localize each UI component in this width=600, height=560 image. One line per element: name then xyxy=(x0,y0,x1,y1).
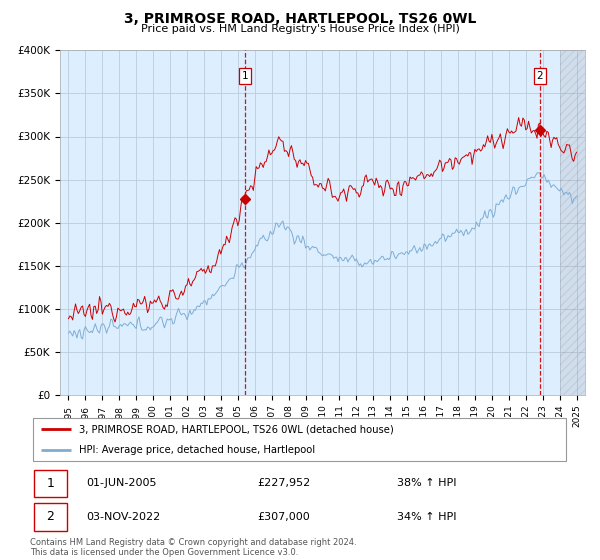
Text: £227,952: £227,952 xyxy=(257,478,310,488)
Text: 34% ↑ HPI: 34% ↑ HPI xyxy=(397,512,457,522)
Text: Price paid vs. HM Land Registry's House Price Index (HPI): Price paid vs. HM Land Registry's House … xyxy=(140,24,460,34)
FancyBboxPatch shape xyxy=(33,418,566,461)
Bar xyxy=(560,50,585,395)
Text: 3, PRIMROSE ROAD, HARTLEPOOL, TS26 0WL (detached house): 3, PRIMROSE ROAD, HARTLEPOOL, TS26 0WL (… xyxy=(79,424,394,435)
Text: 3, PRIMROSE ROAD, HARTLEPOOL, TS26 0WL: 3, PRIMROSE ROAD, HARTLEPOOL, TS26 0WL xyxy=(124,12,476,26)
FancyBboxPatch shape xyxy=(34,470,67,497)
Text: 2: 2 xyxy=(47,510,55,524)
Text: £307,000: £307,000 xyxy=(257,512,310,522)
Text: 01-JUN-2005: 01-JUN-2005 xyxy=(86,478,157,488)
Text: 1: 1 xyxy=(47,477,55,490)
Text: 1: 1 xyxy=(242,71,248,81)
FancyBboxPatch shape xyxy=(34,503,67,530)
Text: Contains HM Land Registry data © Crown copyright and database right 2024.
This d: Contains HM Land Registry data © Crown c… xyxy=(30,538,356,557)
Text: HPI: Average price, detached house, Hartlepool: HPI: Average price, detached house, Hart… xyxy=(79,445,315,455)
Text: 38% ↑ HPI: 38% ↑ HPI xyxy=(397,478,457,488)
Text: 03-NOV-2022: 03-NOV-2022 xyxy=(86,512,161,522)
Text: 2: 2 xyxy=(536,71,543,81)
